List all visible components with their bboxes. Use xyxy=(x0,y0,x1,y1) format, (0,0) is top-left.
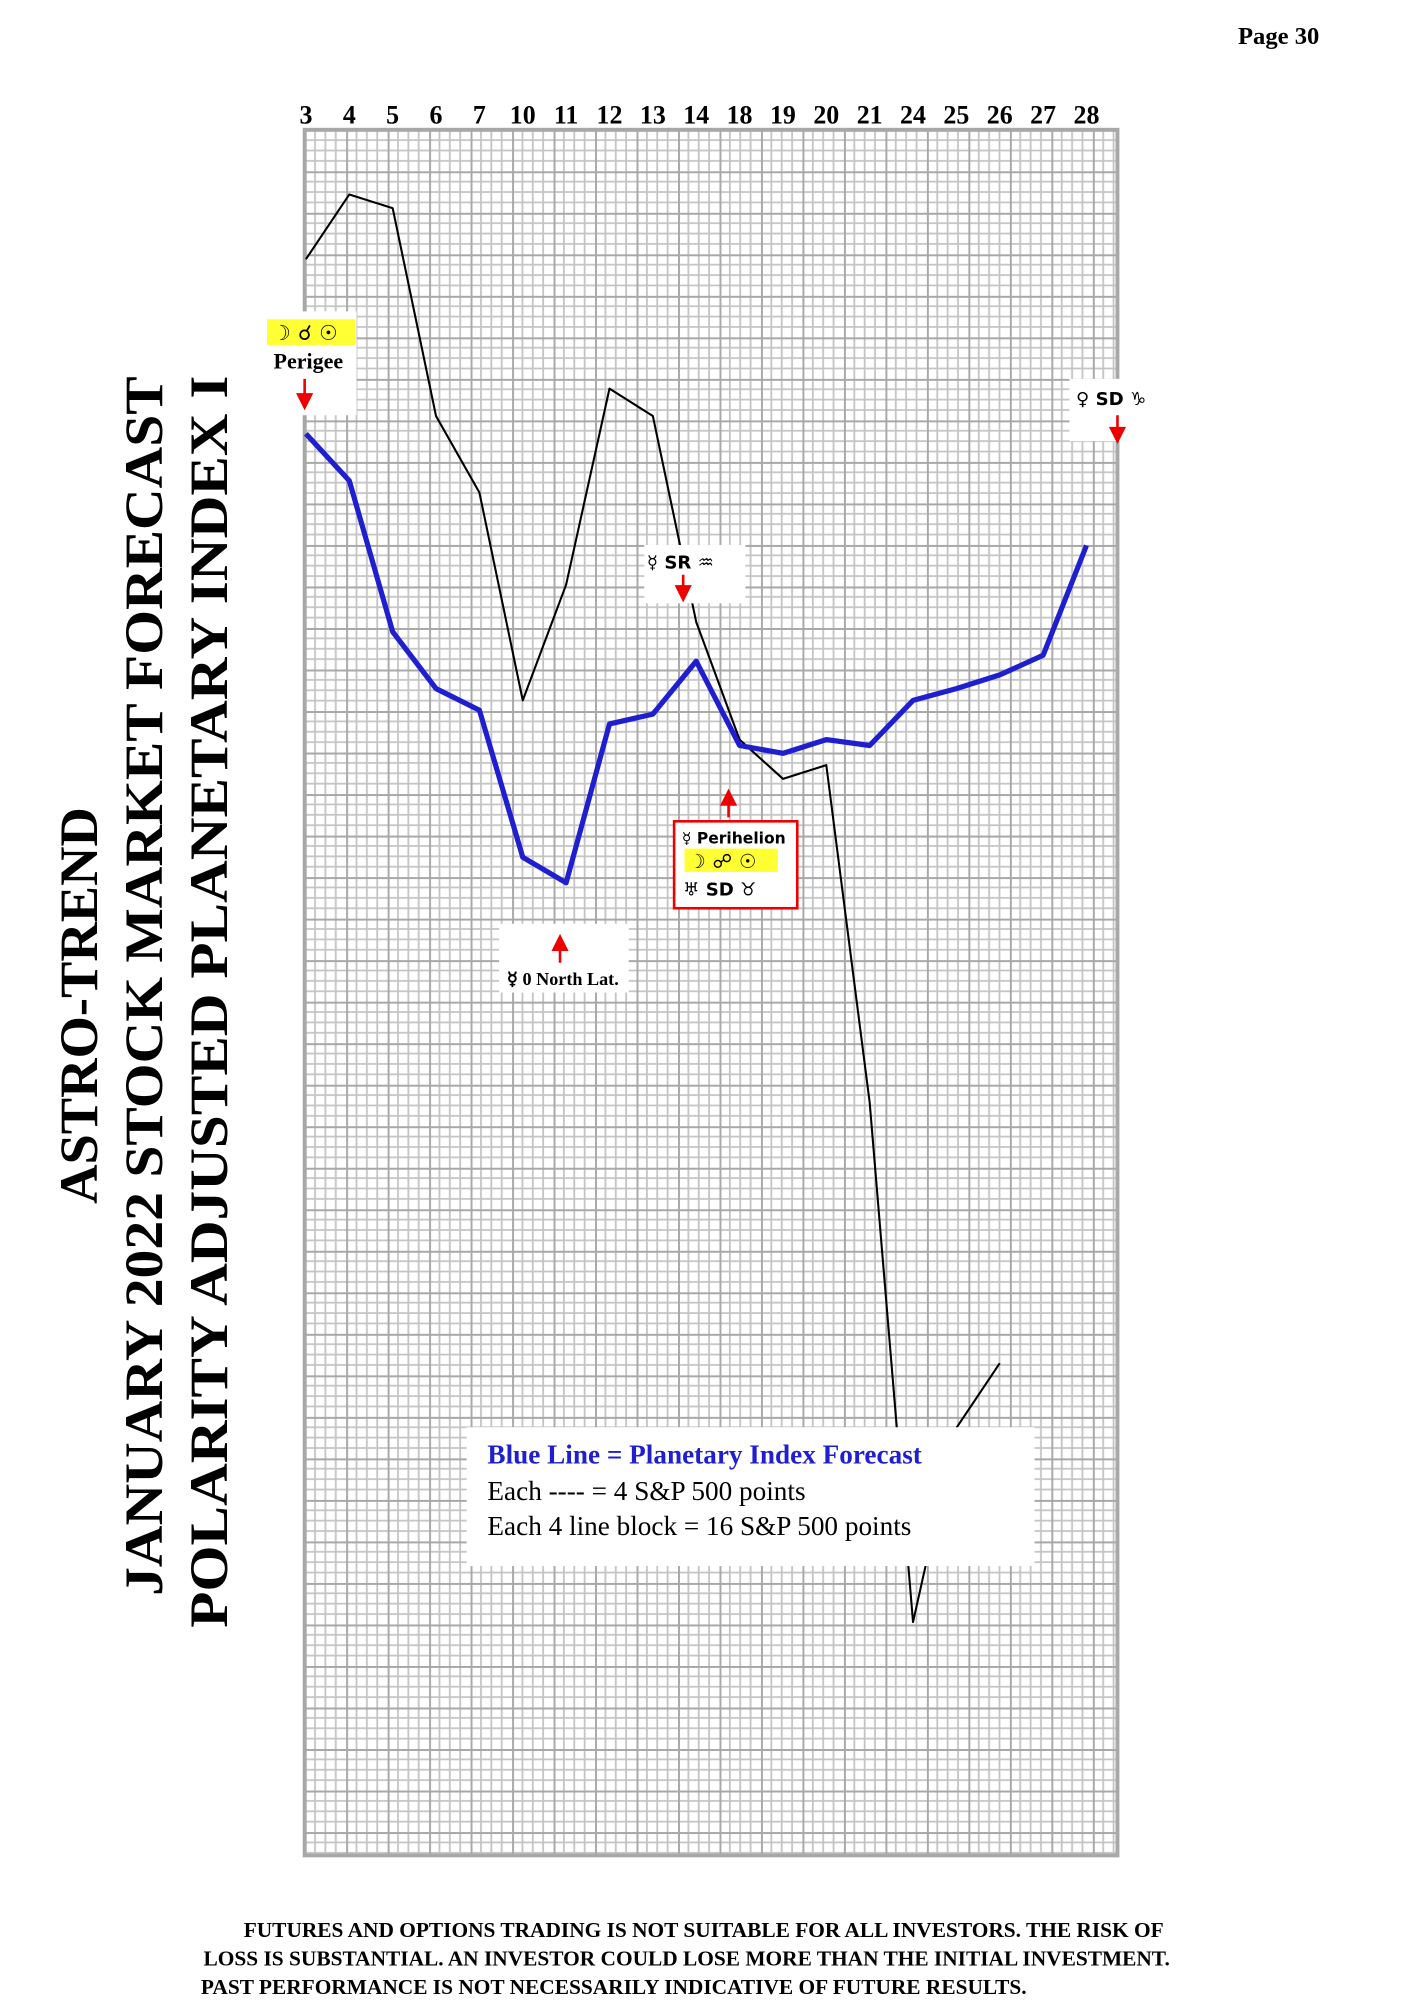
arrow xyxy=(551,933,569,963)
x-tick-label: 27 xyxy=(1030,100,1056,129)
legend-entry: Blue Line = Planetary Index Forecast xyxy=(487,1440,921,1470)
x-tick-label: 11 xyxy=(554,100,578,129)
annotation-symbols: ♀ SD ♑ xyxy=(1076,389,1146,410)
annotation-box xyxy=(499,923,629,993)
x-tick-label: 21 xyxy=(857,100,883,129)
disclaimer: LOSS IS SUBSTANTIAL. AN INVESTOR COULD L… xyxy=(204,1947,1170,1971)
title: ASTRO-TREND JANUARY 2022 STOCK MARKET FO… xyxy=(48,376,239,1628)
x-tick-label: 5 xyxy=(386,100,399,129)
x-tick-label: 19 xyxy=(770,100,796,129)
x-tick-label: 12 xyxy=(597,100,623,129)
x-tick-label: 25 xyxy=(943,100,969,129)
note: Each ---- = 4 S&P 500 points xyxy=(487,1476,805,1506)
arrow xyxy=(1108,415,1127,445)
x-tick-label: 18 xyxy=(727,100,753,129)
annotation-text: ♅ SD ♉ xyxy=(683,879,756,900)
note: Each 4 line block = 16 S&P 500 points xyxy=(487,1511,911,1541)
title-line: ASTRO-TREND xyxy=(48,807,109,1204)
highlight xyxy=(684,848,778,872)
x-ticks: 3 4 5 6 7 10 11 12 13 14 18 19 20 21 24 25 26 27 28 xyxy=(299,100,1099,129)
annotation-symbols: ☽ ☌ ☉ xyxy=(272,321,338,345)
x-tick-label: 6 xyxy=(430,100,443,129)
arrow xyxy=(674,574,692,603)
annotation-text: Perigee xyxy=(274,348,344,373)
annotation-symbols: ☿ Perihelion xyxy=(682,829,786,847)
x-tick-label: 26 xyxy=(987,100,1013,129)
page-number: Page 30 xyxy=(1238,23,1319,50)
arrow xyxy=(296,378,314,411)
x-tick-label: 4 xyxy=(343,100,356,129)
series-line xyxy=(304,431,1089,886)
x-tick-label: 24 xyxy=(900,100,926,129)
x-tick-label: 20 xyxy=(813,100,839,129)
x-tick-label: 10 xyxy=(510,100,536,129)
annotation-text: ☽ ☍ ☉ xyxy=(688,850,756,873)
title-line: POLARITY ADJUSTED PLANETARY INDEX I xyxy=(178,376,239,1628)
legend-box xyxy=(466,1427,1035,1567)
highlight xyxy=(267,319,356,346)
x-tick-label: 13 xyxy=(640,100,666,129)
annotation-symbols: ☿ SR ♒ xyxy=(647,552,714,573)
x-tick-label: 14 xyxy=(683,100,709,129)
annotation-symbols: ☿ 0 North Lat. xyxy=(507,969,619,989)
lines xyxy=(304,193,1089,1624)
x-tick-label: 3 xyxy=(299,100,312,129)
x-tick-label: 28 xyxy=(1074,100,1100,129)
title-line: JANUARY 2022 STOCK MARKET FORECAST xyxy=(113,376,174,1596)
disclaimer: FUTURES AND OPTIONS TRADING IS NOT SUITA… xyxy=(244,1918,1164,1942)
grid xyxy=(302,127,1120,1858)
arrow xyxy=(719,788,738,818)
x-tick-label: 7 xyxy=(473,100,486,129)
annotation-box xyxy=(644,544,746,604)
series-line xyxy=(305,193,1001,1624)
disclaimer: PAST PERFORMANCE IS NOT NECESSARILY INDI… xyxy=(201,1975,1027,1999)
